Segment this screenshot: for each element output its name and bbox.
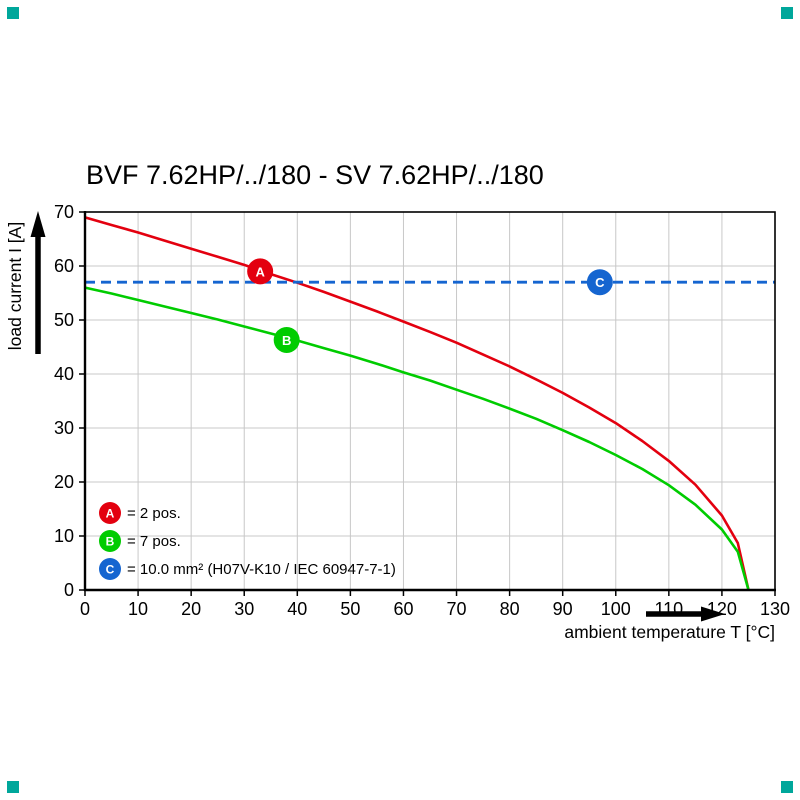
- legend-circle-A: [99, 502, 121, 524]
- marker-circle-A: [247, 258, 274, 285]
- y-tick-label: 0: [64, 580, 74, 600]
- x-tick-label: 130: [760, 599, 790, 619]
- curve-B: [84, 286, 750, 591]
- x-tick-label: 50: [340, 599, 360, 619]
- x-tick-label: 30: [234, 599, 254, 619]
- y-tick-label: 10: [54, 526, 74, 546]
- marker-circle-C: [586, 269, 613, 296]
- legend-item-C: C = 10.0 mm² (H07V-K10 / IEC 60947-7-1): [99, 558, 396, 580]
- curves: [84, 216, 775, 591]
- y-tick-label: 40: [54, 364, 74, 384]
- legend: A = 2 pos. B = 7 pos. C = 10.0 mm² (H07V-K10 …: [99, 502, 396, 580]
- legend-item-B: B = 7 pos.: [99, 530, 181, 552]
- y-tick-label: 30: [54, 418, 74, 438]
- legend-letter-B: B: [106, 535, 115, 549]
- x-tick-labels: 0 10 20 30 40 50 60 70 80 90 100 110 120 130: [80, 599, 790, 619]
- marker-letter-A: A: [255, 264, 265, 279]
- y-tick-label: 60: [54, 256, 74, 276]
- x-tick-label: 0: [80, 599, 90, 619]
- x-tick-label: 20: [181, 599, 201, 619]
- x-tick-label: 70: [447, 599, 467, 619]
- legend-item-A: A = 2 pos.: [99, 502, 181, 524]
- y-axis-arrow-icon: [30, 211, 46, 354]
- x-axis-arrow-icon: [646, 606, 725, 622]
- marker-circle-B: [273, 326, 300, 353]
- legend-letter-C: C: [106, 563, 115, 577]
- legend-label-B: = 7 pos.: [127, 533, 181, 550]
- y-tick-label: 70: [54, 202, 74, 222]
- x-tick-label: 40: [287, 599, 307, 619]
- y-tick-label: 20: [54, 472, 74, 492]
- axis-ticks: [79, 211, 776, 596]
- marker-B: B: [273, 326, 300, 353]
- legend-letter-A: A: [106, 507, 115, 521]
- x-tick-label: 60: [393, 599, 413, 619]
- x-axis-label: ambient temperature T [°C]: [564, 622, 775, 642]
- x-tick-label: 10: [128, 599, 148, 619]
- corner-mark-top-left: [7, 7, 19, 19]
- corner-mark-bottom-right: [781, 781, 793, 793]
- plot-border: [84, 211, 776, 591]
- y-tick-label: 50: [54, 310, 74, 330]
- x-tick-label: 80: [500, 599, 520, 619]
- legend-circle-B: [99, 530, 121, 552]
- chart-title: BVF 7.62HP/../180 - SV 7.62HP/../180: [86, 160, 544, 190]
- corner-mark-bottom-left: [7, 781, 19, 793]
- marker-C: C: [586, 269, 613, 296]
- x-tick-label: 100: [601, 599, 631, 619]
- y-axis-label: load current I [A]: [5, 222, 25, 350]
- legend-circle-C: [99, 558, 121, 580]
- corner-mark-top-right: [781, 7, 793, 19]
- legend-label-A: = 2 pos.: [127, 505, 181, 522]
- curve-A: [84, 216, 750, 591]
- x-tick-label: 90: [553, 599, 573, 619]
- marker-letter-C: C: [595, 275, 605, 290]
- marker-A: A: [247, 258, 274, 285]
- legend-label-C: = 10.0 mm² (H07V-K10 / IEC 60947-7-1): [127, 561, 396, 578]
- y-tick-labels: 0 10 20 30 40 50 60 70: [54, 202, 74, 600]
- curve-markers: A B C: [247, 258, 613, 353]
- marker-letter-B: B: [282, 333, 291, 348]
- grid: [85, 212, 775, 590]
